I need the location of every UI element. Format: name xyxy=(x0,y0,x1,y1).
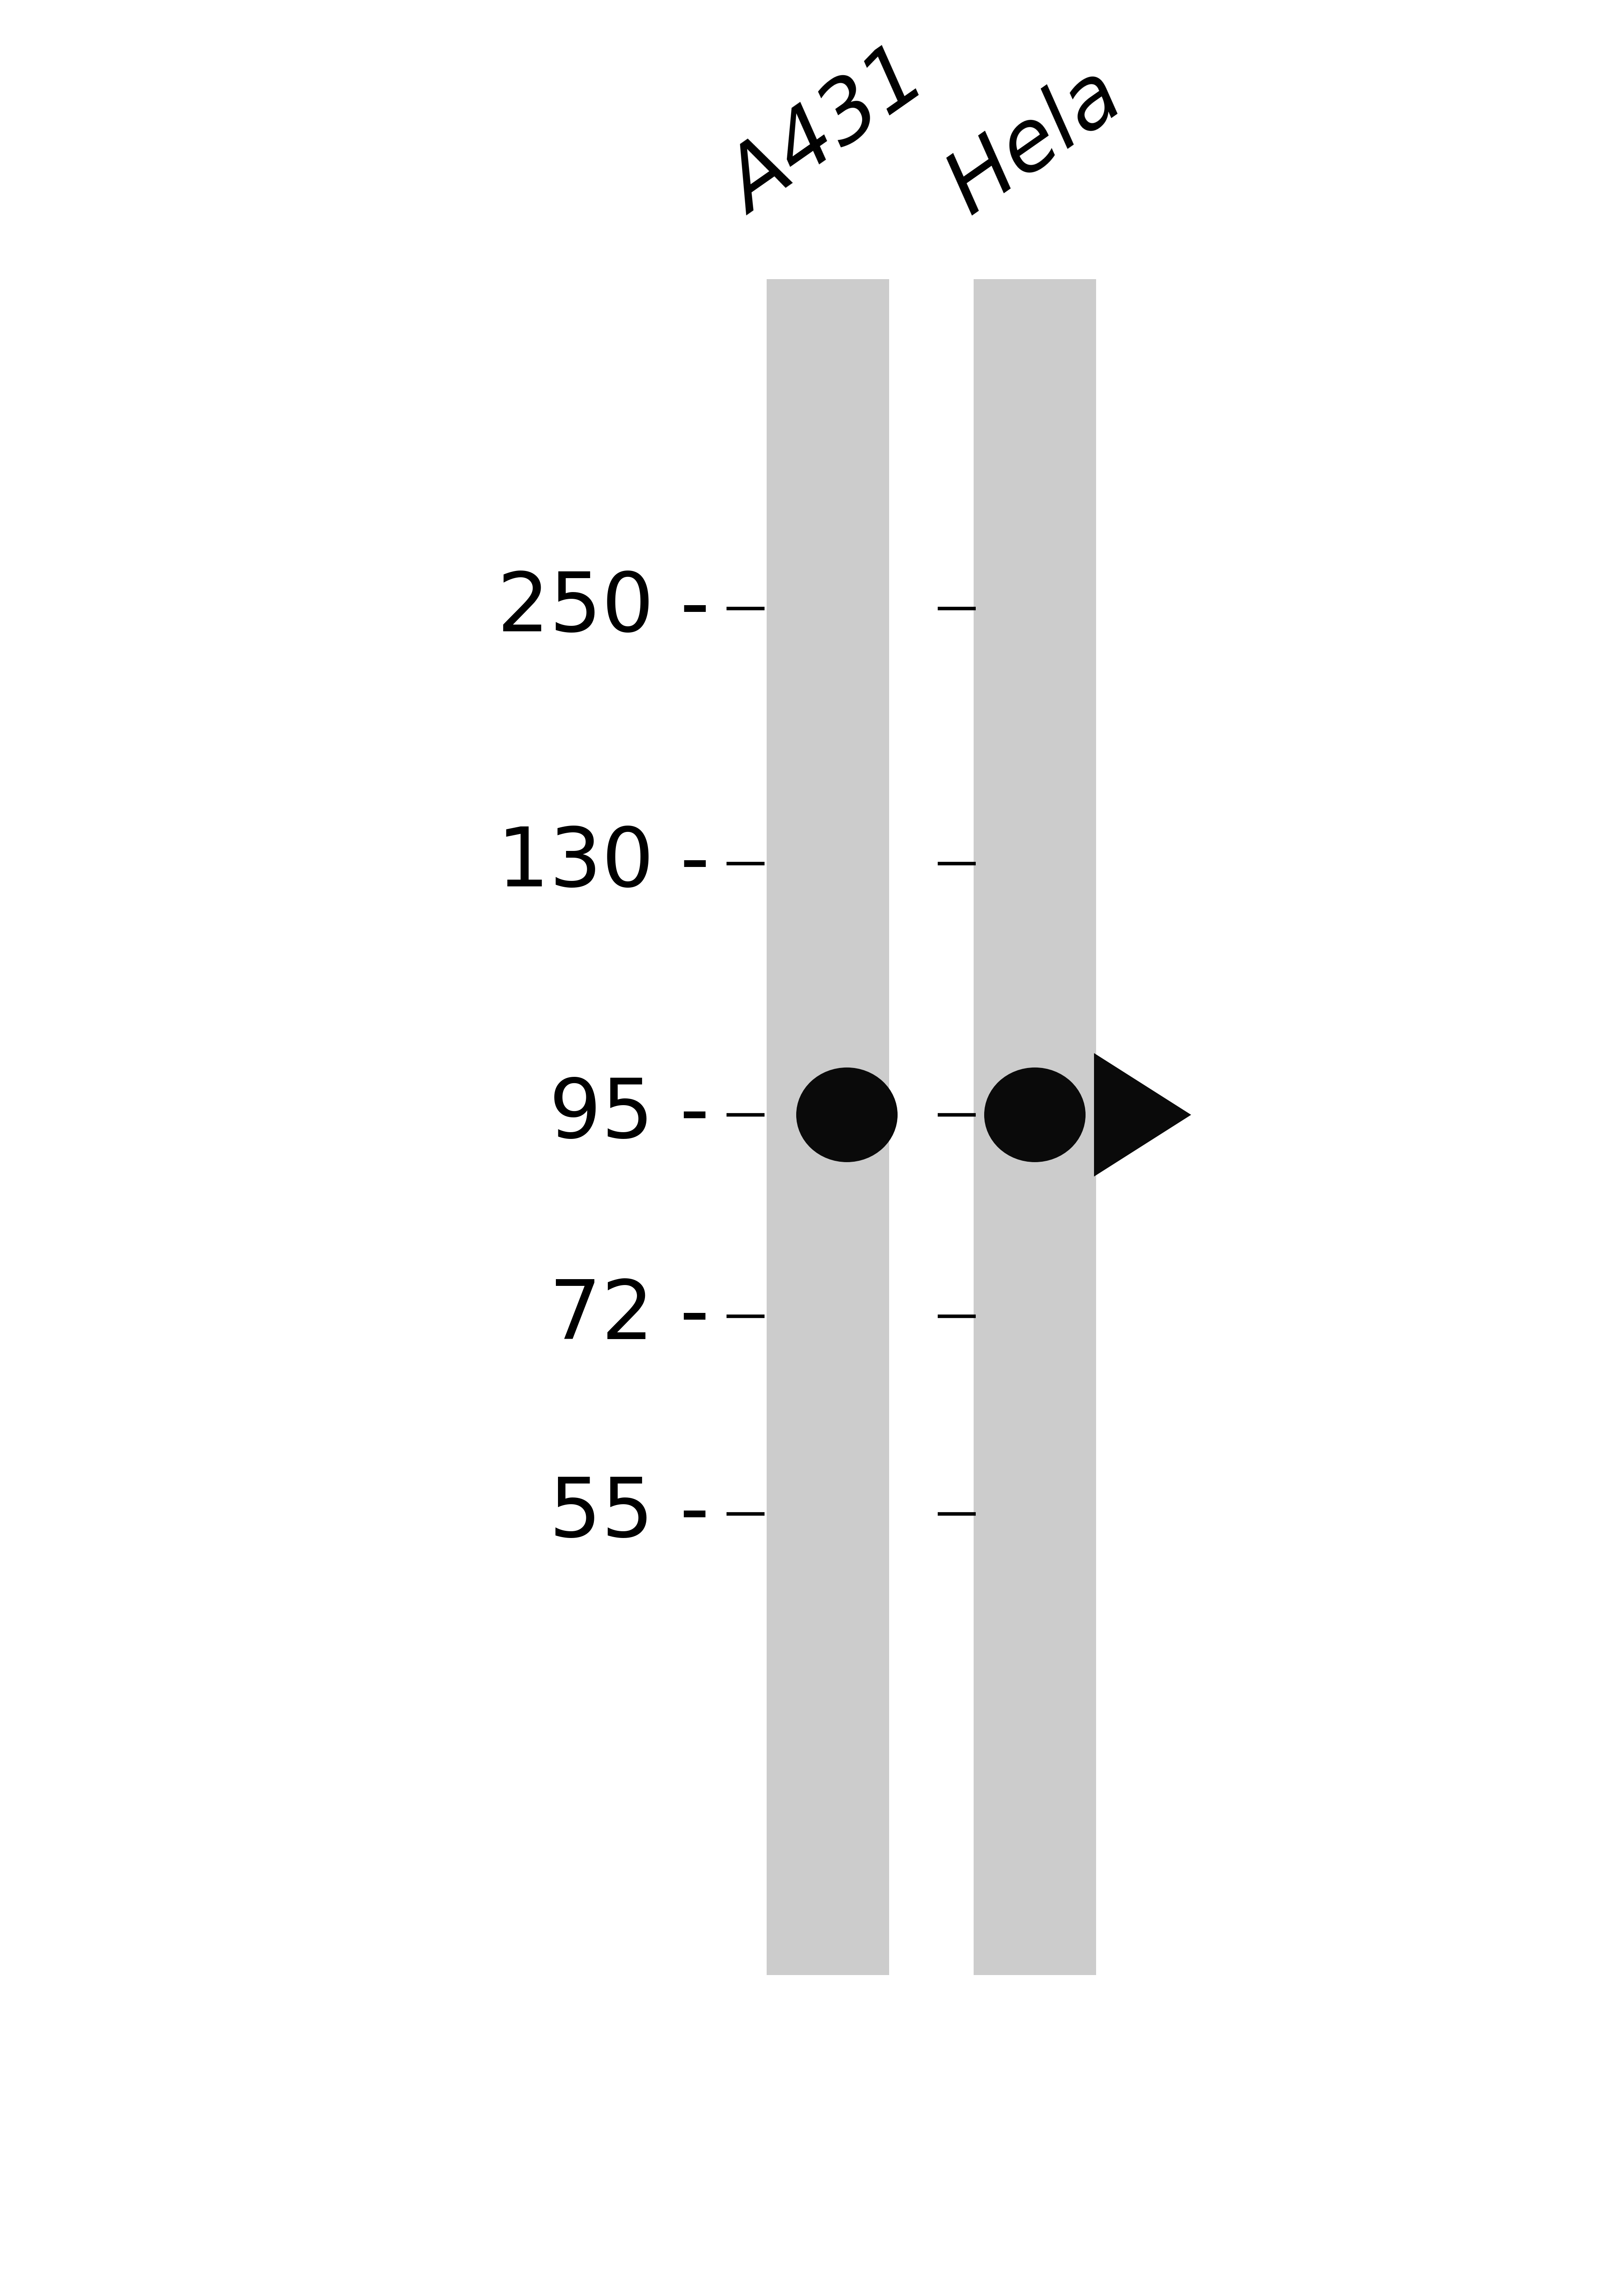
Text: 55 -: 55 - xyxy=(550,1474,710,1554)
Text: 95 -: 95 - xyxy=(550,1075,710,1155)
Bar xyxy=(767,280,889,1975)
Ellipse shape xyxy=(796,1068,897,1162)
Text: A431: A431 xyxy=(714,37,942,230)
Text: 250 -: 250 - xyxy=(496,569,710,647)
Bar xyxy=(973,280,1096,1975)
Polygon shape xyxy=(1093,1054,1191,1176)
Text: Hela: Hela xyxy=(933,53,1137,230)
Ellipse shape xyxy=(985,1068,1085,1162)
Text: 130 -: 130 - xyxy=(496,824,710,902)
Text: 72 -: 72 - xyxy=(550,1277,710,1357)
